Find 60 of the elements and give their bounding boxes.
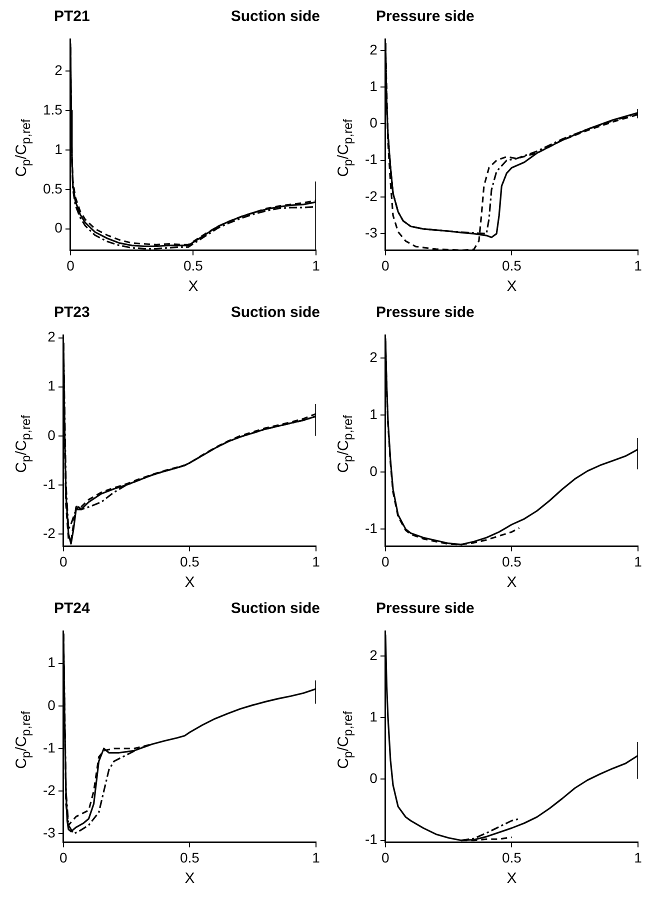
y-tick-label: -2 bbox=[42, 782, 56, 798]
y-tick-label: 1 bbox=[54, 140, 63, 157]
x-tick-label: 0.5 bbox=[180, 849, 200, 866]
x-axis-title: X bbox=[188, 278, 198, 296]
x-tick-label: 1 bbox=[312, 553, 320, 570]
y-tick-label: 0 bbox=[370, 462, 378, 479]
x-tick-label: 0 bbox=[66, 257, 75, 274]
y-tick-label: 2 bbox=[48, 328, 56, 345]
x-tick-label: 1 bbox=[634, 553, 642, 570]
chart-subtitle: Suction side bbox=[230, 8, 320, 25]
chart-subtitle: Suction side bbox=[230, 600, 320, 617]
x-axis-title: X bbox=[184, 870, 195, 888]
x-tick-label: 0 bbox=[382, 257, 390, 274]
x-axis-title: X bbox=[506, 870, 517, 888]
y-tick-label: -2 bbox=[364, 188, 378, 204]
y-tick-label: 0 bbox=[370, 770, 378, 786]
x-tick-label: 0.5 bbox=[502, 553, 522, 570]
chart-title: Pressure side bbox=[376, 304, 474, 321]
y-tick-label: 0 bbox=[370, 114, 378, 131]
y-tick-label: 2 bbox=[370, 646, 378, 663]
y-tick-label: 1 bbox=[370, 708, 378, 724]
y-tick-label: 0.5 bbox=[42, 180, 63, 196]
y-tick-label: -1 bbox=[364, 831, 378, 848]
y-tick-label: 2 bbox=[370, 41, 378, 58]
chart-title: Pressure side bbox=[376, 8, 474, 25]
y-tick-label: 0 bbox=[48, 426, 56, 443]
chart-subtitle: Suction side bbox=[230, 304, 320, 321]
y-tick-label: 1.5 bbox=[42, 101, 63, 118]
chart-title: Pressure side bbox=[376, 600, 474, 617]
y-tick-label: -2 bbox=[42, 524, 56, 541]
y-tick-label: -1 bbox=[364, 520, 378, 536]
x-axis-title: X bbox=[506, 278, 517, 296]
x-axis-title: X bbox=[184, 574, 195, 592]
x-tick-label: 0.5 bbox=[502, 257, 522, 274]
x-tick-label: 0.5 bbox=[180, 553, 200, 570]
y-tick-label: 2 bbox=[370, 349, 378, 366]
x-tick-label: 0 bbox=[382, 849, 390, 866]
x-tick-label: 0 bbox=[382, 553, 390, 570]
y-tick-label: 0 bbox=[48, 696, 56, 713]
y-tick-label: 1 bbox=[48, 654, 56, 670]
x-axis-title: X bbox=[506, 574, 517, 592]
y-tick-label: 1 bbox=[370, 406, 378, 422]
y-tick-label: 1 bbox=[370, 78, 378, 94]
y-tick-label: -1 bbox=[42, 739, 56, 756]
x-tick-label: 1 bbox=[312, 257, 320, 274]
x-tick-label: 1 bbox=[312, 849, 320, 866]
y-tick-label: 0 bbox=[54, 220, 63, 236]
y-tick-label: -3 bbox=[364, 224, 378, 241]
chart-title: PT23 bbox=[54, 304, 90, 321]
x-tick-label: 1 bbox=[634, 849, 642, 866]
x-tick-label: 0.5 bbox=[502, 849, 522, 866]
y-tick-label: -1 bbox=[42, 476, 56, 492]
chart-title: PT24 bbox=[54, 600, 90, 617]
chart-title: PT21 bbox=[54, 8, 90, 25]
x-tick-label: 1 bbox=[634, 257, 642, 274]
y-tick-label: 1 bbox=[48, 378, 56, 394]
y-tick-label: -3 bbox=[42, 824, 56, 841]
y-tick-label: 2 bbox=[54, 62, 63, 78]
y-tick-label: -1 bbox=[364, 151, 378, 168]
x-tick-label: 0.5 bbox=[183, 257, 204, 274]
